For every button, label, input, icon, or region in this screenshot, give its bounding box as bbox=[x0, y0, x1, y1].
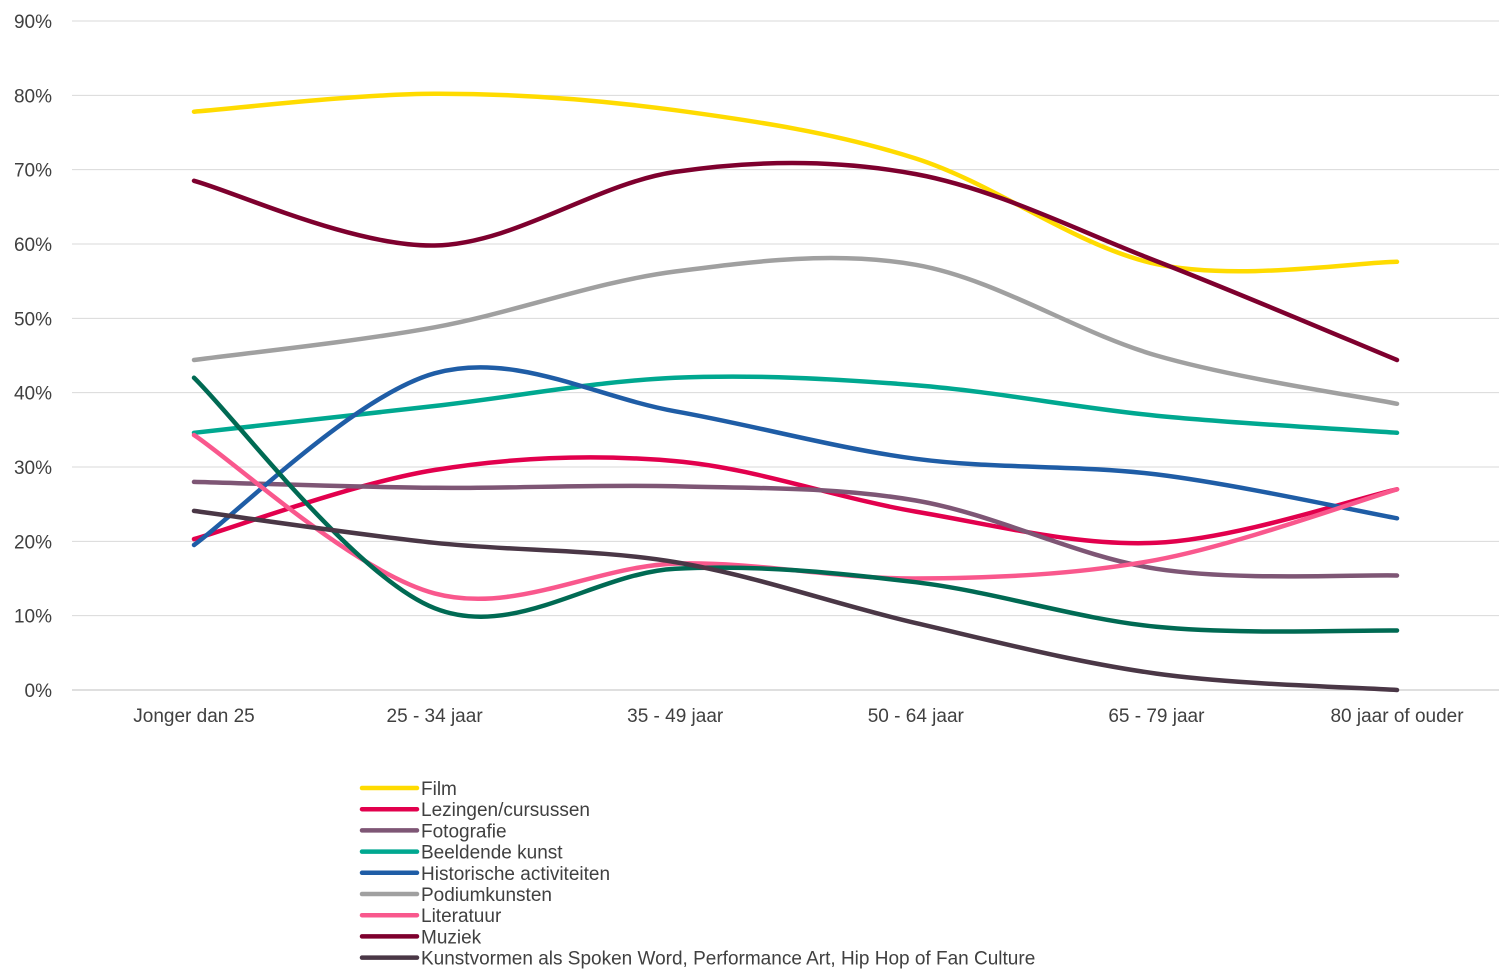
legend-item: Literatuur bbox=[359, 906, 502, 927]
legend-label: Lezingen/cursussen bbox=[421, 800, 590, 821]
x-tick-label: 35 - 49 jaar bbox=[627, 706, 724, 727]
legend-label: Historische activiteiten bbox=[421, 864, 610, 885]
y-tick-label: 40% bbox=[14, 384, 52, 405]
series-line-beeldende-kunst bbox=[191, 374, 1400, 436]
legend-label: Fotografie bbox=[421, 821, 507, 842]
legend: FilmLezingen/cursussenFotografieBeeldend… bbox=[359, 779, 1035, 970]
grid-group bbox=[72, 20, 1499, 691]
y-tick-label: 80% bbox=[14, 86, 52, 107]
legend-label: Literatuur bbox=[421, 906, 502, 927]
legend-item: Historische activiteiten bbox=[359, 864, 610, 885]
legend-label: Film bbox=[421, 779, 457, 800]
legend-item: Film bbox=[359, 779, 457, 800]
legend-item: Beeldende kunst bbox=[359, 843, 563, 864]
y-tick-label: 90% bbox=[14, 12, 52, 33]
y-tick-label: 10% bbox=[14, 607, 52, 628]
legend-label: Podiumkunsten bbox=[421, 885, 552, 906]
series-line-lezingen-cursussen bbox=[191, 455, 1400, 546]
series-group bbox=[191, 91, 1400, 693]
x-tick-label: 65 - 79 jaar bbox=[1108, 706, 1205, 727]
legend-item: Kunstvormen als Spoken Word, Performance… bbox=[359, 949, 1035, 970]
x-axis: Jonger dan 25 25 - 34 jaar 35 - 49 jaar 50 … bbox=[133, 706, 1464, 727]
x-tick-label: 50 - 64 jaar bbox=[868, 706, 965, 727]
y-tick-label: 20% bbox=[14, 532, 52, 553]
y-axis: 0% 10% 20% 30% 40% 50% 60% 70% 80% 90% bbox=[14, 12, 52, 702]
y-tick-label: 70% bbox=[14, 161, 52, 182]
legend-item: Lezingen/cursussen bbox=[359, 800, 590, 821]
series-line-series-9 bbox=[191, 375, 1400, 634]
series-line-kunstvormen-als-spoken-word-performance-art-hip-hop-of-fan-culture bbox=[191, 508, 1400, 693]
series-line-muziek bbox=[191, 160, 1400, 363]
legend-item: Muziek bbox=[359, 927, 482, 948]
legend-label: Kunstvormen als Spoken Word, Performance… bbox=[421, 949, 1035, 970]
x-tick-label: 80 jaar of ouder bbox=[1330, 706, 1464, 727]
series-line-film bbox=[191, 91, 1400, 274]
legend-item: Fotografie bbox=[359, 821, 507, 842]
series-line-fotografie bbox=[191, 479, 1400, 579]
y-tick-label: 60% bbox=[14, 235, 52, 256]
series-line-podiumkunsten bbox=[191, 255, 1400, 407]
x-tick-label: 25 - 34 jaar bbox=[387, 706, 484, 727]
y-tick-label: 0% bbox=[25, 681, 53, 702]
legend-item: Podiumkunsten bbox=[359, 885, 552, 906]
y-tick-label: 50% bbox=[14, 309, 52, 330]
legend-label: Beeldende kunst bbox=[421, 843, 563, 864]
legend-label: Muziek bbox=[421, 927, 482, 948]
x-tick-label: Jonger dan 25 bbox=[133, 706, 255, 727]
y-tick-label: 30% bbox=[14, 458, 52, 479]
series-line-historische-activiteiten bbox=[191, 365, 1400, 548]
